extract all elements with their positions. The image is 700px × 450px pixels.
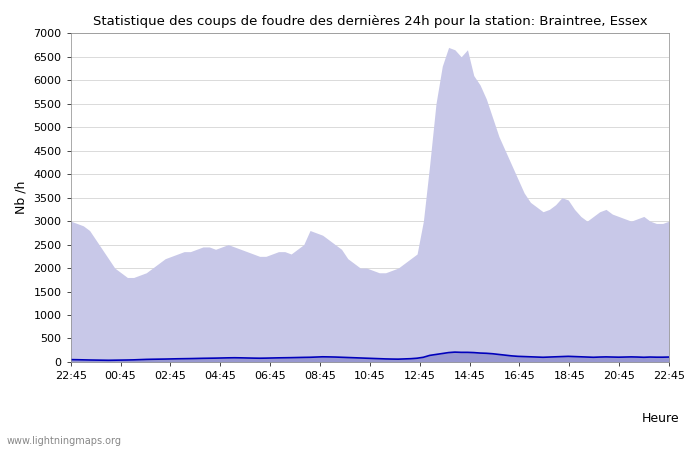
Text: www.lightningmaps.org: www.lightningmaps.org	[7, 436, 122, 446]
Y-axis label: Nb /h: Nb /h	[15, 181, 28, 214]
Title: Statistique des coups de foudre des dernières 24h pour la station: Braintree, Es: Statistique des coups de foudre des dern…	[92, 15, 648, 28]
Text: Heure: Heure	[641, 412, 679, 425]
